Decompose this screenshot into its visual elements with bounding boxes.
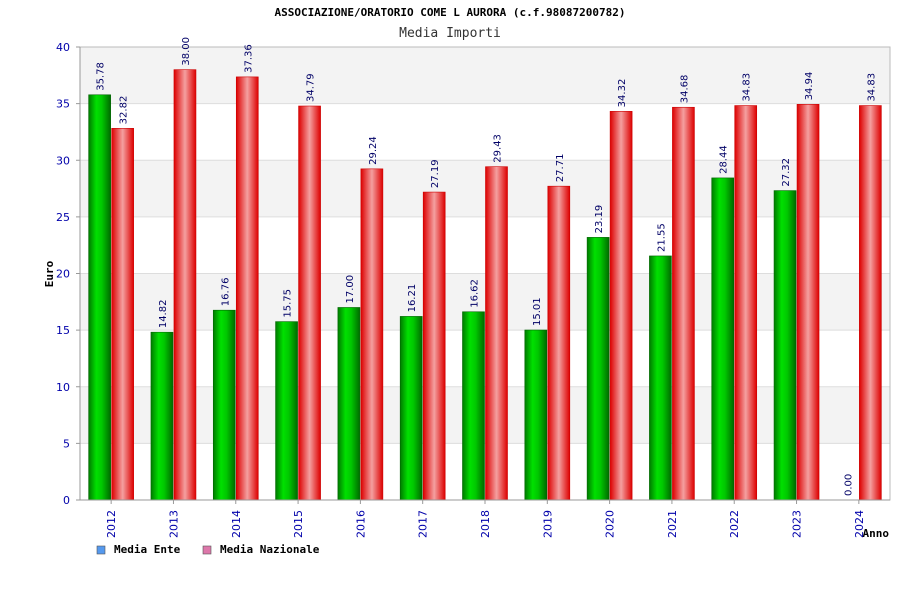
bar-media-nazionale-2021 <box>672 106 695 501</box>
y-tick-label: 30 <box>56 154 70 167</box>
data-label-media-nazionale-2015: 34.79 <box>306 73 317 102</box>
bar-media-nazionale-2015 <box>298 105 321 501</box>
data-label-media-nazionale-2019: 27.71 <box>555 154 566 183</box>
x-tick-label-2015: 2015 <box>292 510 305 538</box>
bar-media-nazionale-2023 <box>796 104 820 501</box>
y-tick-label: 40 <box>56 41 70 54</box>
x-tick-label-2014: 2014 <box>230 510 243 538</box>
bar-media-nazionale-2013 <box>173 69 197 501</box>
bar-media-ente-2023 <box>773 190 797 501</box>
y-axis-label: Euro <box>43 260 56 287</box>
y-axis: 0 5 10 15 20 25 30 35 40 <box>56 41 81 507</box>
x-tick-label-2020: 2020 <box>604 510 617 538</box>
plot-band <box>80 386 890 444</box>
data-label-media-ente-2022: 28.44 <box>719 145 730 174</box>
x-tick-label-2018: 2018 <box>479 510 492 538</box>
data-labels: 35.78 32.82 14.82 38.00 16.76 37.36 15.75 34.79… <box>96 37 878 496</box>
bar-media-ente-2017 <box>399 316 423 501</box>
data-label-media-ente-2014: 16.76 <box>220 278 231 307</box>
data-label-media-ente-2020: 23.19 <box>594 205 605 234</box>
bar-media-nazionale-2012 <box>111 128 134 501</box>
plot-band <box>80 216 890 274</box>
data-label-media-ente-2013: 14.82 <box>158 300 169 329</box>
bar-media-ente-2021 <box>649 255 672 501</box>
y-tick-label: 0 <box>63 494 70 507</box>
bar-media-nazionale-2014 <box>235 76 259 501</box>
x-tick-label-2013: 2013 <box>167 510 180 538</box>
bar-media-nazionale-2019 <box>547 185 571 501</box>
plot-background <box>79 46 891 501</box>
x-tick-label-2019: 2019 <box>541 510 554 538</box>
x-tick-label-2012: 2012 <box>105 510 118 538</box>
legend: Media Ente Media Nazionale <box>96 543 320 556</box>
data-label-media-nazionale-2023: 34.94 <box>804 72 815 101</box>
plot-band <box>80 330 890 387</box>
chart-subtitle: Media Importi <box>399 26 501 41</box>
bar-media-nazionale-2024 <box>859 105 882 501</box>
bar-media-nazionale-2016 <box>360 168 384 501</box>
bar-media-ente-2012 <box>88 94 111 501</box>
bar-media-nazionale-2022 <box>734 105 758 501</box>
plot-band <box>80 47 890 104</box>
bar-media-nazionale-2017 <box>422 191 446 501</box>
data-label-media-nazionale-2014: 37.36 <box>243 44 254 73</box>
data-label-media-nazionale-2017: 27.19 <box>430 159 441 188</box>
legend-swatch-media-ente <box>96 545 106 555</box>
plot-band <box>80 443 890 500</box>
x-tick-label-2016: 2016 <box>354 510 367 538</box>
data-label-media-ente-2023: 27.32 <box>781 158 792 187</box>
data-label-media-ente-2016: 17.00 <box>345 275 356 304</box>
x-tick-label-2023: 2023 <box>791 510 804 538</box>
bar-media-nazionale-2018 <box>485 166 508 501</box>
y-tick-label: 15 <box>56 324 70 337</box>
legend-swatch-media-nazionale <box>202 545 212 555</box>
x-tick-label-2022: 2022 <box>728 510 741 538</box>
data-label-media-ente-2021: 21.55 <box>656 223 667 252</box>
data-label-media-ente-2015: 15.75 <box>283 289 294 318</box>
data-label-media-ente-2018: 16.62 <box>470 279 481 308</box>
data-label-media-ente-2024: 0.00 <box>843 474 854 496</box>
legend-label-media-nazionale: Media Nazionale <box>220 543 320 556</box>
y-tick-label: 20 <box>56 268 70 281</box>
bar-media-ente-2018 <box>462 311 485 501</box>
data-label-media-nazionale-2021: 34.68 <box>679 75 690 104</box>
data-label-media-nazionale-2018: 29.43 <box>493 134 504 163</box>
y-tick-label: 25 <box>56 211 70 224</box>
bar-media-nazionale-2020 <box>609 111 633 501</box>
x-tick-label-2024: 2024 <box>853 510 866 538</box>
y-tick-label: 10 <box>56 381 70 394</box>
x-axis: 2012 2013 2014 2015 2016 2017 2018 2019 2020 2021… <box>80 499 890 538</box>
data-label-media-nazionale-2012: 32.82 <box>119 96 130 125</box>
data-label-media-nazionale-2022: 34.83 <box>742 73 753 102</box>
y-tick-label: 5 <box>63 437 70 450</box>
data-label-media-ente-2012: 35.78 <box>96 62 107 91</box>
x-tick-label-2017: 2017 <box>417 510 430 538</box>
bar-media-ente-2015 <box>275 321 298 501</box>
x-axis-label: Anno <box>863 527 890 540</box>
bar-media-ente-2020 <box>586 237 610 501</box>
plot-band <box>80 103 890 161</box>
x-tick-label-2021: 2021 <box>666 510 679 538</box>
plot-band <box>80 273 890 331</box>
y-tick-label: 35 <box>56 98 70 111</box>
data-label-media-nazionale-2024: 34.83 <box>866 73 877 102</box>
data-label-media-nazionale-2013: 38.00 <box>181 37 192 66</box>
data-label-media-ente-2017: 16.21 <box>407 284 418 313</box>
chart-title: ASSOCIAZIONE/ORATORIO COME L AURORA (c.f… <box>275 6 626 19</box>
bar-media-ente-2022 <box>711 177 735 501</box>
data-label-media-nazionale-2016: 29.24 <box>368 136 379 165</box>
bar-media-ente-2013 <box>150 331 174 501</box>
plot-band <box>80 160 890 217</box>
bar-media-ente-2016 <box>337 307 361 501</box>
data-label-media-ente-2019: 15.01 <box>532 297 543 326</box>
data-label-media-nazionale-2020: 34.32 <box>617 79 628 108</box>
bar-media-ente-2019 <box>524 329 548 501</box>
bar-media-ente-2014 <box>212 309 236 501</box>
legend-label-media-ente: Media Ente <box>114 543 181 556</box>
bars <box>88 69 882 501</box>
